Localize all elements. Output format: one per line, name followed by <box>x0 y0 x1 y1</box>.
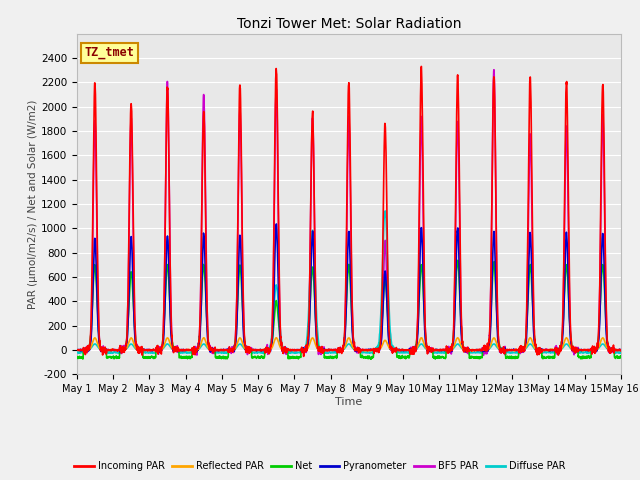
BF5 PAR <box>328 348 336 353</box>
Net <box>441 355 449 361</box>
Reflected PAR <box>511 348 518 354</box>
Pyranometer <box>471 347 479 353</box>
BF5 PAR <box>171 347 179 353</box>
Text: TZ_tmet: TZ_tmet <box>85 46 135 59</box>
Reflected PAR <box>616 347 624 353</box>
Line: Diffuse PAR: Diffuse PAR <box>77 211 621 353</box>
BF5 PAR <box>440 348 448 353</box>
Reflected PAR <box>73 347 81 353</box>
Diffuse PAR <box>328 349 336 355</box>
Incoming PAR <box>300 353 307 359</box>
Line: Pyranometer: Pyranometer <box>77 224 621 353</box>
Reflected PAR <box>502 347 509 353</box>
Pyranometer <box>502 347 509 353</box>
Pyranometer <box>73 347 81 353</box>
Net <box>471 354 479 360</box>
Pyranometer <box>329 348 337 353</box>
Diffuse PAR <box>171 347 179 353</box>
BF5 PAR <box>471 347 479 353</box>
Pyranometer <box>273 221 280 227</box>
Reflected PAR <box>471 347 479 353</box>
BF5 PAR <box>490 67 498 72</box>
Pyranometer <box>571 350 579 356</box>
Diffuse PAR <box>617 350 625 356</box>
Pyranometer <box>441 348 449 353</box>
Diffuse PAR <box>471 349 479 355</box>
Line: Reflected PAR: Reflected PAR <box>77 338 621 351</box>
BF5 PAR <box>617 347 625 352</box>
Reflected PAR <box>563 335 570 341</box>
Diffuse PAR <box>73 349 81 355</box>
Incoming PAR <box>441 348 449 353</box>
BF5 PAR <box>73 347 81 353</box>
Net <box>328 354 336 360</box>
Diffuse PAR <box>502 348 509 354</box>
Net <box>617 353 625 359</box>
Pyranometer <box>616 347 624 353</box>
Incoming PAR <box>329 348 337 353</box>
Incoming PAR <box>73 348 81 353</box>
Net <box>616 354 624 360</box>
Incoming PAR <box>471 347 479 353</box>
Y-axis label: PAR (μmol/m2/s) / Net and Solar (W/m2): PAR (μmol/m2/s) / Net and Solar (W/m2) <box>28 99 38 309</box>
Title: Tonzi Tower Met: Solar Radiation: Tonzi Tower Met: Solar Radiation <box>237 17 461 31</box>
Net <box>171 348 179 353</box>
Net <box>367 356 374 362</box>
Incoming PAR <box>616 347 624 353</box>
BF5 PAR <box>616 347 624 353</box>
X-axis label: Time: Time <box>335 397 362 407</box>
BF5 PAR <box>479 352 487 358</box>
Reflected PAR <box>171 347 179 353</box>
Incoming PAR <box>502 348 509 353</box>
Incoming PAR <box>417 63 425 69</box>
Diffuse PAR <box>381 208 389 214</box>
Pyranometer <box>617 348 625 353</box>
Net <box>73 354 81 360</box>
Reflected PAR <box>440 348 448 353</box>
Line: BF5 PAR: BF5 PAR <box>77 70 621 355</box>
Pyranometer <box>171 347 179 352</box>
Net <box>502 355 509 360</box>
Reflected PAR <box>328 347 336 353</box>
Incoming PAR <box>171 346 179 351</box>
Legend: Incoming PAR, Reflected PAR, Net, Pyranometer, BF5 PAR, Diffuse PAR: Incoming PAR, Reflected PAR, Net, Pyrano… <box>70 457 570 475</box>
BF5 PAR <box>502 347 509 353</box>
Incoming PAR <box>617 348 625 354</box>
Reflected PAR <box>617 347 625 353</box>
Net <box>454 257 461 263</box>
Diffuse PAR <box>441 350 449 356</box>
Line: Incoming PAR: Incoming PAR <box>77 66 621 356</box>
Diffuse PAR <box>616 350 624 356</box>
Line: Net: Net <box>77 260 621 359</box>
